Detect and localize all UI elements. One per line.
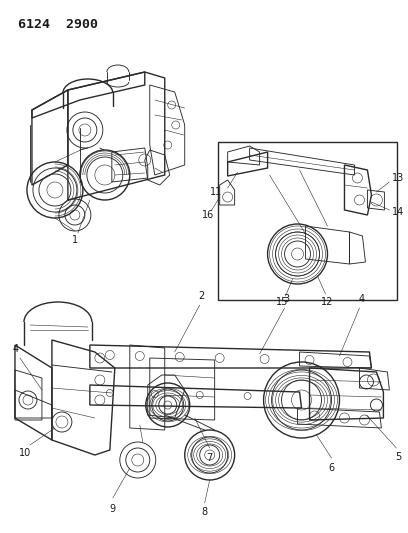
Text: 10: 10 (19, 448, 31, 458)
Text: 7: 7 (206, 453, 213, 463)
Text: 3: 3 (284, 294, 290, 304)
Text: 14: 14 (392, 207, 405, 217)
Text: 4: 4 (358, 294, 364, 304)
Text: 4: 4 (13, 344, 19, 354)
Text: 9: 9 (110, 504, 116, 514)
Bar (217, 142, 397, 300)
Text: 12: 12 (322, 297, 334, 307)
Text: 2: 2 (199, 291, 205, 301)
Text: 11: 11 (211, 187, 223, 197)
Text: 16: 16 (202, 210, 214, 220)
Text: 6: 6 (328, 463, 335, 473)
Text: 5: 5 (395, 452, 401, 462)
Text: 15: 15 (276, 297, 289, 307)
Text: 6124  2900: 6124 2900 (18, 18, 98, 31)
Text: 8: 8 (202, 507, 208, 517)
Text: 13: 13 (392, 173, 405, 183)
Text: 1: 1 (72, 235, 78, 245)
